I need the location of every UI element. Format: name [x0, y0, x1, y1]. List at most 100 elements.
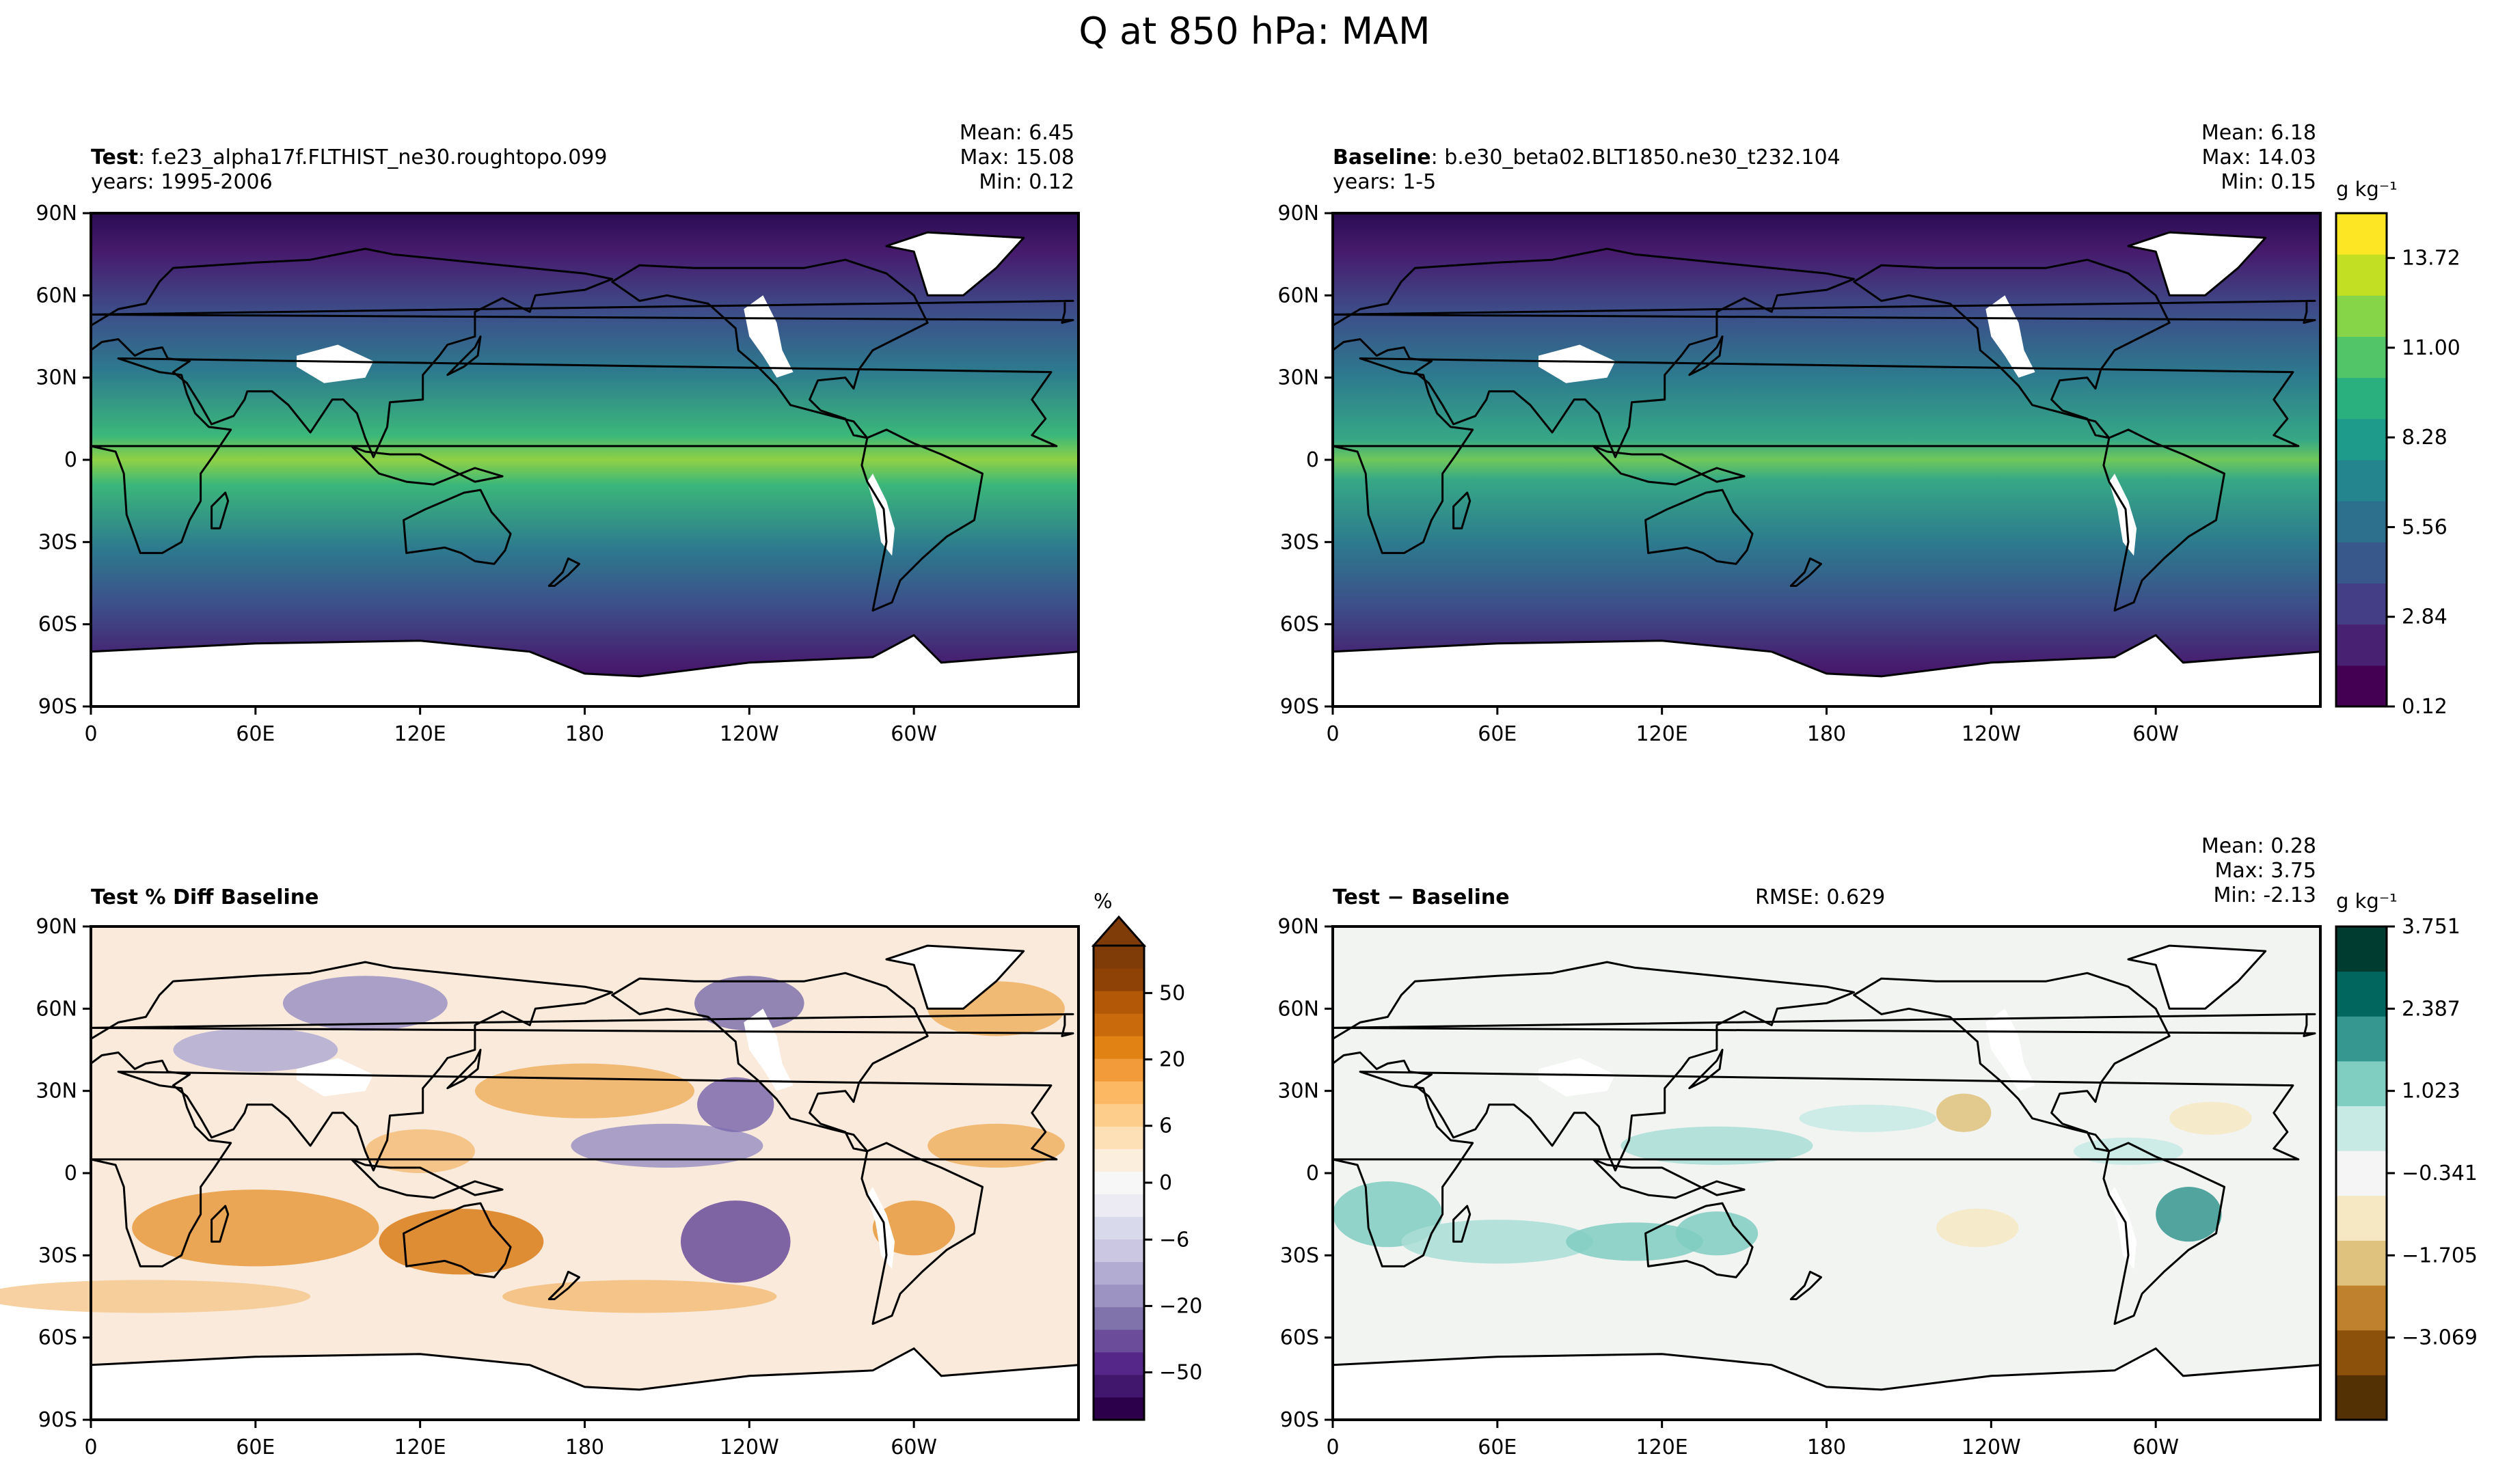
diff-coastline-africa	[1331, 1071, 2300, 1267]
test-coastline-madagascar	[211, 491, 230, 530]
diff-anomaly-contour	[1401, 1220, 1594, 1264]
baseline-lat-tick-label: 30N	[1277, 366, 1319, 390]
diff-colorbar-segment	[2336, 1105, 2387, 1151]
baseline-coastline-australia	[1644, 489, 1754, 565]
diff-colorbar-tick-label: 2.387	[2402, 997, 2460, 1021]
diff-label: Test − Baseline	[1333, 885, 1510, 909]
baseline-tibet-mask	[1538, 344, 1616, 383]
pct-colorbar-segment	[1094, 1351, 1144, 1375]
diff-lon-tick-label: 180	[1807, 1435, 1846, 1459]
pctdiff-anomaly-contour	[571, 1123, 763, 1168]
diff-coastline-indonesia	[1592, 1158, 1746, 1199]
pct-colorbar-segment	[1094, 1239, 1144, 1263]
diff-lat-tick-label: 60S	[1280, 1326, 1319, 1350]
diff-colorbar: 3.751 2.387 1.023 −0.341 −1.705 −3.069	[2335, 915, 2478, 1421]
test-coastline-south-america	[860, 428, 984, 612]
diff-panel-title: Test − Baseline	[1333, 885, 1510, 910]
baseline-map-panel: 90N 60N 30N 0 30S 60S 90S 0 60E 120E 180 120W 60W	[1277, 202, 2322, 746]
pctdiff-lat-tick-label: 60S	[38, 1326, 77, 1350]
pct-colorbar-segment	[1094, 1397, 1144, 1420]
pctdiff-greenland-mask	[886, 946, 1024, 1009]
pct-colorbar-segment	[1094, 1329, 1144, 1353]
diff-rockies-mask	[1985, 1008, 2035, 1091]
diff-colorbar-segment	[2336, 1151, 2387, 1196]
pctdiff-label: Test % Diff Baseline	[91, 885, 319, 909]
diff-lon-tick-label: 60E	[1478, 1435, 1517, 1459]
diff-colorbar-tick-label: 3.751	[2402, 915, 2460, 939]
pctdiff-lat-tick-label: 30N	[36, 1080, 77, 1103]
test-lat-tick-label: 30N	[36, 366, 77, 390]
baseline-coastline-japan	[1688, 335, 1724, 376]
diff-min: Min: -2.13	[2213, 883, 2317, 907]
diff-coastline-new-zealand	[1789, 1270, 1822, 1300]
pct-colorbar-segment	[1094, 1036, 1144, 1059]
baseline-coastline-africa	[1331, 357, 2300, 554]
test-coastline-new-zealand	[547, 557, 580, 587]
pctdiff-lon-tick-label: 60W	[891, 1435, 937, 1459]
baseline-lon-tick-label: 60W	[2132, 722, 2179, 746]
pctdiff-lon-tick-label: 180	[565, 1435, 604, 1459]
pctdiff-tibet-mask	[297, 1058, 374, 1097]
baseline-coastline-north-america	[1853, 258, 2171, 439]
pctdiff-coastline-antarctica	[90, 1347, 1079, 1391]
pctdiff-anomaly-contour	[0, 1280, 311, 1313]
pctdiff-lon-tick-label: 0	[84, 1435, 97, 1459]
baseline-lat-tick-label: 30S	[1280, 530, 1319, 554]
pct-colorbar-tick-label: −6	[1159, 1228, 1189, 1252]
baseline-coastline-greenland	[2127, 231, 2267, 297]
field-colorbar-segment	[2336, 295, 2387, 337]
pctdiff-anomaly-contour	[365, 1129, 475, 1173]
pct-colorbar-segment	[1094, 1081, 1144, 1104]
diff-anomaly-contour	[1620, 1126, 1813, 1165]
baseline-greenland-mask	[2128, 232, 2266, 296]
test-lon-tick-label: 120E	[394, 722, 446, 746]
test-coastline-uk	[90, 299, 1074, 324]
pct-colorbar-tick-label: 50	[1159, 981, 1185, 1005]
pctdiff-lat-tick-label: 90S	[38, 1408, 77, 1432]
test-case-name: : f.e23_alpha17f.FLTHIST_ne30.roughtopo.…	[138, 146, 608, 169]
baseline-antarctica-mask	[1333, 635, 2320, 706]
field-colorbar-tick-label: 5.56	[2402, 515, 2447, 539]
diff-anomaly-contour	[1936, 1209, 2019, 1248]
test-label: Test	[91, 146, 139, 169]
test-min: Min: 0.12	[979, 170, 1074, 194]
field-colorbar-tick-label: 0.12	[2402, 695, 2447, 719]
test-tibet-mask	[297, 344, 374, 383]
pct-colorbar-segment	[1094, 946, 1144, 969]
pct-colorbar-segment	[1094, 991, 1144, 1014]
diff-anomaly-contour	[1936, 1093, 1992, 1132]
pctdiff-antarctica-mask	[91, 1348, 1079, 1420]
pct-colorbar-tick-label: −20	[1159, 1294, 1202, 1318]
pctdiff-anomaly-contour	[502, 1280, 777, 1313]
pctdiff-lat-tick-label: 30S	[38, 1243, 77, 1267]
diff-colorbar-segment	[2336, 1285, 2387, 1331]
test-lat-tick-label: 90N	[36, 202, 77, 225]
diff-lon-tick-label: 0	[1326, 1435, 1339, 1459]
field-colorbar-segment	[2336, 418, 2387, 461]
baseline-coastline-uk	[1331, 299, 2316, 324]
test-lon-tick-label: 180	[565, 722, 604, 746]
diff-coastline-north-america	[1853, 972, 2171, 1153]
baseline-coastline-new-zealand	[1789, 557, 1822, 587]
baseline-lat-tick-label: 90N	[1277, 202, 1319, 225]
pct-colorbar-segment	[1094, 1194, 1144, 1218]
diff-coastline-greenland	[2127, 944, 2267, 1010]
diff-coastline-australia	[1644, 1202, 1754, 1278]
baseline-panel-title: Baseline: b.e30_beta02.BLT1850.ne30_t232…	[1333, 146, 1841, 195]
pctdiff-anomaly-contour	[694, 976, 804, 1031]
pctdiff-coastline-japan	[446, 1049, 482, 1090]
baseline-label: Baseline	[1333, 146, 1431, 169]
pct-colorbar-segment	[1094, 1013, 1144, 1036]
field-colorbar-segment	[2336, 583, 2387, 625]
baseline-lon-tick-label: 60E	[1478, 722, 1517, 746]
diff-colorbar-unit: g kg⁻¹	[2336, 890, 2398, 913]
test-lat-tick-label: 90S	[38, 695, 77, 719]
test-max: Max: 15.08	[960, 146, 1074, 169]
diff-tibet-mask	[1538, 1058, 1616, 1097]
test-lat-tick-label: 0	[64, 448, 77, 472]
diff-lat-tick-label: 60N	[1277, 997, 1319, 1021]
diff-lat-tick-label: 90N	[1277, 915, 1319, 939]
pct-colorbar-segment	[1094, 1171, 1144, 1195]
diff-colorbar-tick-label: −0.341	[2402, 1162, 2478, 1185]
figure-title: Q at 850 hPa: MAM	[1079, 10, 1430, 53]
